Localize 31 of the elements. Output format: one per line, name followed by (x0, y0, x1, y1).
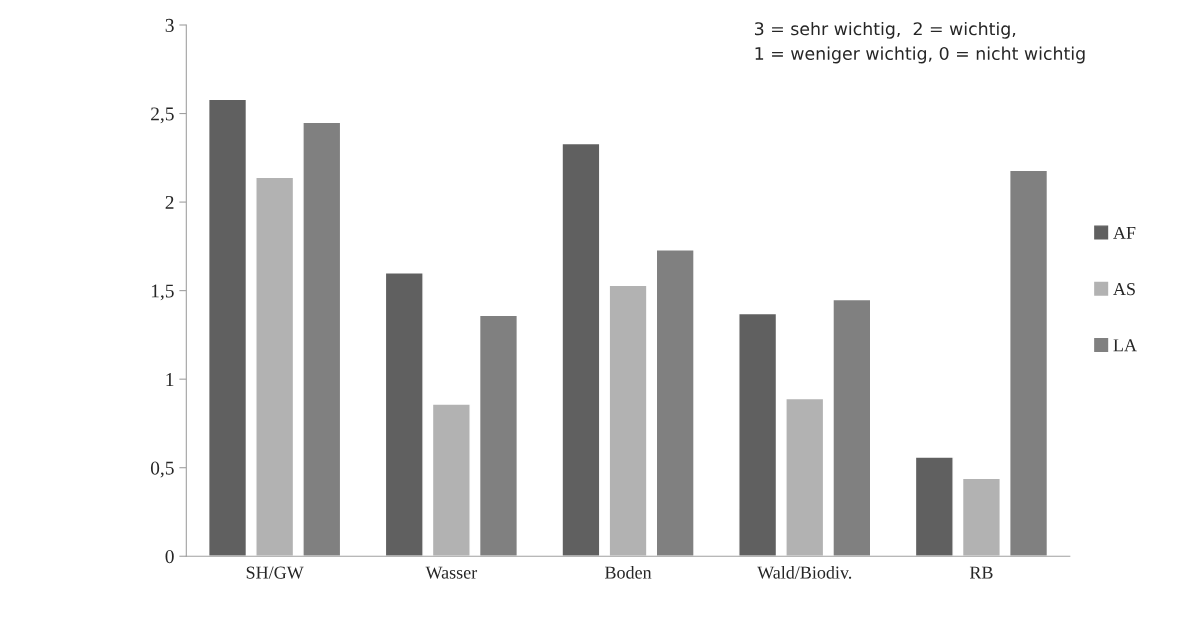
y-tick-label: 0,5 (150, 461, 174, 478)
bar (738, 312, 778, 557)
x-tick-label: Wasser (425, 566, 478, 579)
bar (914, 456, 954, 557)
bar (255, 176, 295, 557)
bar (1009, 169, 1049, 557)
bar (608, 284, 648, 557)
annotation: 3 = sehr wichtig, 2 = wichtig, 1 = weniger wichtig, 0 = nicht wichtig (754, 21, 1085, 64)
bar (207, 98, 248, 557)
bar (384, 272, 424, 557)
bar (302, 121, 342, 557)
legend-label: LA (1113, 339, 1137, 352)
legend-label: AS (1113, 283, 1135, 296)
y-tick-label: 2 (165, 195, 174, 209)
x-tick-label: Boden (604, 565, 652, 579)
legend-label: AF (1113, 226, 1136, 239)
bar (785, 397, 825, 557)
y-tick-label: 0 (165, 550, 174, 564)
y-tick-label: 3 (165, 18, 174, 32)
y-tick-label: 1 (166, 373, 174, 386)
y-tick-label: 1,5 (151, 284, 174, 301)
bar (561, 142, 601, 557)
y-tick-label: 2,5 (151, 107, 174, 124)
bar (832, 298, 872, 557)
x-tick-label: SH/GW (246, 566, 304, 579)
bar (961, 477, 1001, 557)
bar (478, 314, 519, 557)
bar (431, 403, 471, 557)
bar (655, 249, 695, 557)
x-tick-label: Wald/Biodiv. (757, 565, 852, 579)
x-tick-label: RB (969, 566, 993, 579)
